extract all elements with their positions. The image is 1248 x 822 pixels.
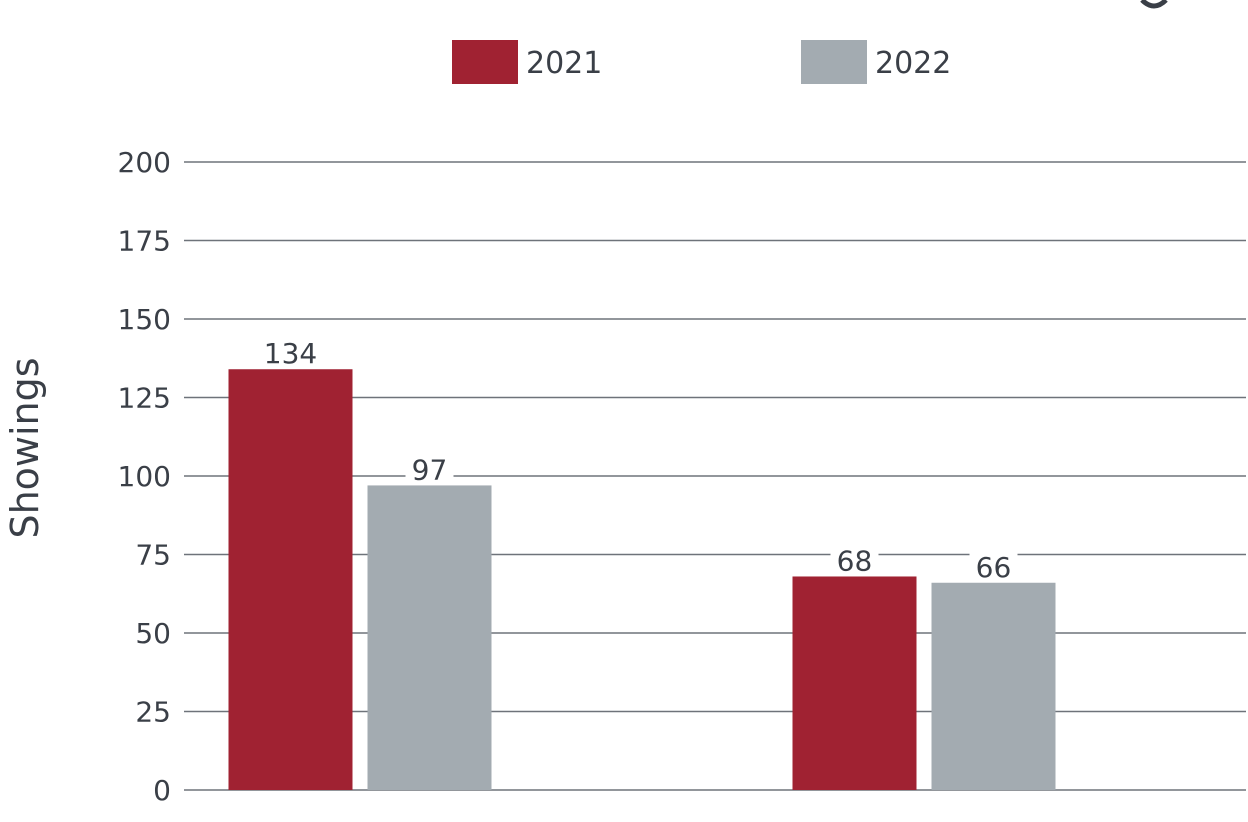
bar-2021-group-2 <box>792 576 917 790</box>
legend-label-2021: 2021 <box>526 46 602 81</box>
y-tick-label-200: 200 <box>118 146 171 179</box>
data-label-bg-2022-1 <box>405 451 454 484</box>
data-label-bg-2021-2 <box>830 542 879 575</box>
gridlines <box>184 161 1246 791</box>
legend-swatch-2021 <box>452 40 518 84</box>
bar-2022-group-2 <box>931 582 1056 790</box>
legend: 2021 2022 <box>452 40 951 84</box>
bar-2021-group-1 <box>228 369 353 790</box>
y-tick-label-100: 100 <box>118 460 171 493</box>
data-labels: 134 68 97 66 <box>258 335 1018 584</box>
y-tick-label-0: 0 <box>153 774 171 807</box>
legend-label-2022: 2022 <box>875 46 951 81</box>
bars <box>228 369 1056 790</box>
y-tick-label-150: 150 <box>118 303 171 336</box>
title-fragment <box>1140 0 1168 9</box>
y-tick-label-125: 125 <box>118 382 171 415</box>
y-tick-label-175: 175 <box>118 225 171 258</box>
data-label-2021-group-1: 134 <box>264 337 317 370</box>
y-axis-tick-labels: 0 25 50 75 100 125 150 175 200 <box>118 146 171 807</box>
y-tick-label-50: 50 <box>135 617 171 650</box>
data-label-2022-group-2: 66 <box>976 551 1012 584</box>
data-label-bg-2022-2 <box>969 548 1018 581</box>
data-label-2022-group-1: 97 <box>412 453 448 486</box>
data-label-2021-group-2: 68 <box>837 544 873 577</box>
legend-swatch-2022 <box>801 40 867 84</box>
bar-2022-group-1 <box>367 485 492 790</box>
y-axis-title: Showings <box>3 357 47 538</box>
y-tick-label-75: 75 <box>135 539 171 572</box>
data-label-bg-2021-1 <box>258 335 323 368</box>
y-tick-label-25: 25 <box>135 696 171 729</box>
